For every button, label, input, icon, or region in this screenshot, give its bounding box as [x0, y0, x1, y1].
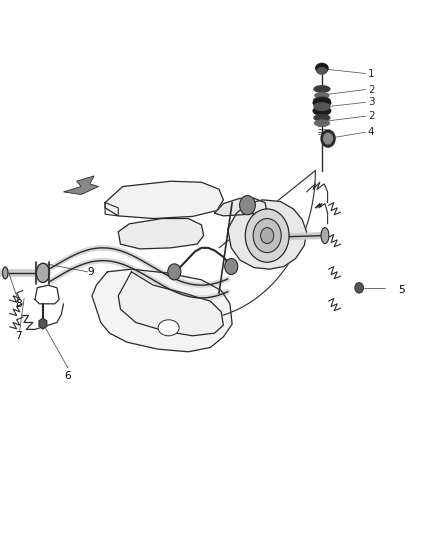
Ellipse shape: [36, 263, 49, 282]
Polygon shape: [228, 200, 307, 269]
Circle shape: [324, 133, 332, 144]
Ellipse shape: [314, 115, 330, 121]
Circle shape: [168, 264, 181, 280]
Circle shape: [245, 209, 289, 262]
Polygon shape: [92, 269, 232, 352]
Ellipse shape: [316, 63, 328, 73]
Text: 4: 4: [368, 127, 374, 137]
Ellipse shape: [313, 107, 331, 115]
Text: 3: 3: [368, 98, 374, 107]
Text: 5: 5: [399, 286, 405, 295]
Circle shape: [240, 196, 255, 215]
Ellipse shape: [314, 120, 329, 126]
Polygon shape: [215, 198, 266, 216]
Ellipse shape: [317, 68, 327, 74]
Ellipse shape: [3, 267, 8, 279]
Ellipse shape: [314, 98, 330, 104]
Circle shape: [355, 282, 364, 293]
Text: 1: 1: [368, 69, 374, 78]
Ellipse shape: [158, 320, 179, 336]
Text: 2: 2: [368, 85, 374, 94]
Polygon shape: [118, 219, 204, 249]
Ellipse shape: [315, 93, 329, 98]
Circle shape: [261, 228, 274, 244]
Polygon shape: [118, 272, 223, 336]
Circle shape: [253, 219, 281, 253]
Text: 9: 9: [88, 267, 94, 277]
Ellipse shape: [313, 99, 331, 107]
Text: 2: 2: [368, 111, 374, 121]
Ellipse shape: [314, 86, 330, 92]
Text: 8: 8: [15, 299, 22, 309]
Text: 7: 7: [15, 331, 22, 341]
Ellipse shape: [321, 228, 329, 244]
Circle shape: [225, 259, 238, 274]
Ellipse shape: [314, 103, 330, 110]
Polygon shape: [105, 181, 223, 219]
Text: 6: 6: [64, 371, 71, 381]
Polygon shape: [64, 176, 99, 195]
Circle shape: [321, 130, 335, 147]
